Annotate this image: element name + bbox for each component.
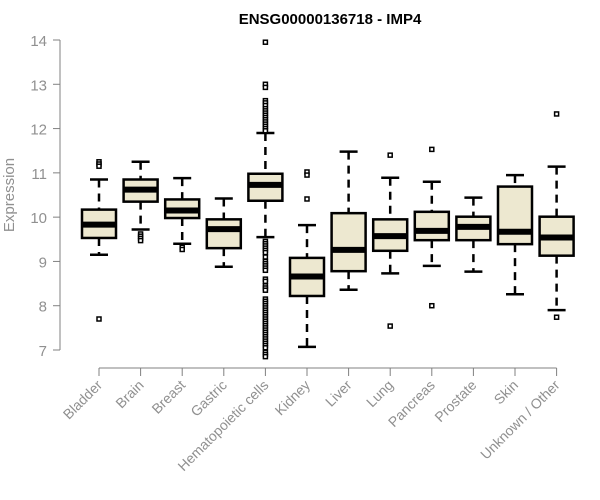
x-tick-label: Breast [148, 377, 188, 417]
outlier-point [262, 287, 269, 293]
x-tick-label: Prostate [431, 377, 479, 425]
y-tick-label: 14 [30, 33, 47, 50]
x-tick-label: Bladder [60, 377, 106, 423]
outlier-point [262, 345, 269, 351]
outlier-point [387, 152, 393, 158]
outlier-point [262, 128, 269, 134]
outlier-point [387, 323, 393, 329]
y-tick-label: 9 [39, 254, 47, 271]
iqr-box [330, 211, 367, 273]
outlier-point [553, 314, 560, 320]
outlier-point [262, 39, 269, 45]
chart-title: ENSG00000136718 - IMP4 [239, 11, 422, 28]
outlier-point [262, 254, 269, 260]
y-tick-label: 11 [31, 166, 47, 183]
iqr-box [205, 218, 243, 250]
y-tick-label: 8 [39, 299, 47, 316]
box-breast [163, 176, 201, 253]
box-gastric [205, 197, 243, 268]
x-tick-label: Skin [491, 377, 522, 408]
box-unknown-other [538, 111, 575, 320]
box-kidney [288, 169, 326, 349]
outlier-point [553, 111, 560, 117]
box-lung [371, 152, 409, 329]
x-tick-label: Lung [363, 377, 396, 410]
outlier-point [262, 278, 269, 285]
box-hematopoietic-cells [247, 39, 284, 360]
outlier-point [96, 163, 102, 169]
box-prostate [455, 196, 492, 273]
y-tick-label: 10 [30, 210, 47, 227]
y-tick-label: 13 [30, 77, 47, 94]
outlier-point [179, 246, 185, 253]
outlier-point [262, 267, 269, 274]
x-tick-label: Brain [112, 377, 146, 411]
iqr-box [413, 210, 451, 242]
box-brain [122, 160, 159, 244]
box-pancreas [413, 146, 451, 309]
outlier-point [262, 249, 269, 256]
outlier-point [262, 353, 269, 360]
box-skin [496, 173, 534, 296]
x-tick-label: Kidney [272, 377, 314, 419]
outlier-point [304, 196, 310, 202]
iqr-box [496, 185, 534, 246]
outlier-point [137, 237, 144, 244]
outlier-point [96, 316, 102, 322]
outlier-point [429, 302, 435, 309]
box-bladder [80, 159, 118, 322]
outlier-point [262, 84, 269, 91]
x-tick-label: Liver [322, 377, 355, 410]
box-liver [330, 150, 367, 292]
outlier-point [429, 146, 435, 153]
x-tick-label: Unknown / Other [477, 377, 563, 463]
y-axis-label: Expression [1, 158, 18, 232]
outlier-point [304, 172, 310, 178]
y-tick-label: 7 [39, 343, 47, 360]
y-tick-label: 12 [30, 122, 47, 139]
